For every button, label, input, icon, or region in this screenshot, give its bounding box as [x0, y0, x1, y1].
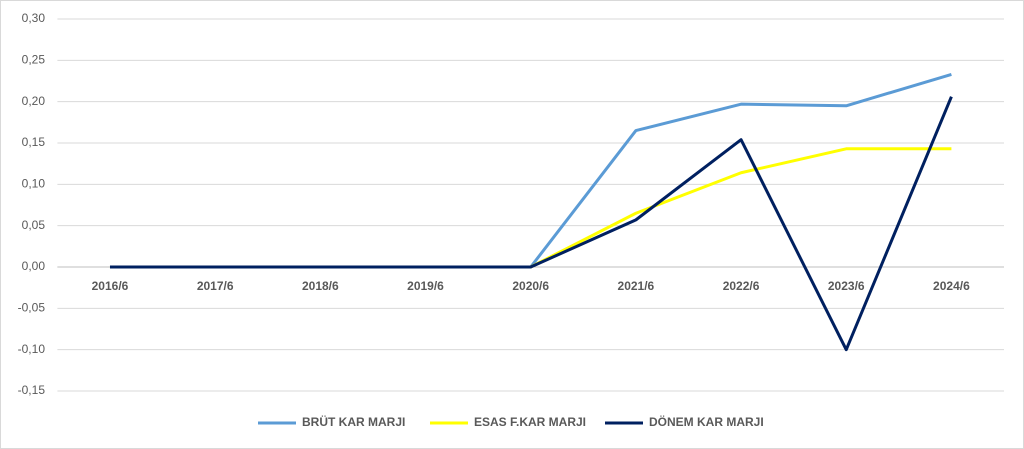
- y-tick-label: 0,10: [22, 177, 46, 191]
- y-tick-label: -0,10: [18, 342, 46, 356]
- legend-label: BRÜT KAR MARJI: [302, 414, 405, 429]
- x-tick-label: 2016/6: [92, 279, 129, 293]
- y-tick-label: 0,05: [22, 218, 46, 232]
- x-tick-label: 2018/6: [302, 279, 339, 293]
- y-tick-label: 0,25: [22, 53, 46, 67]
- x-tick-label: 2020/6: [512, 279, 549, 293]
- x-tick-label: 2024/6: [933, 279, 970, 293]
- x-tick-label: 2021/6: [618, 279, 655, 293]
- x-tick-label: 2019/6: [407, 279, 444, 293]
- legend-label: DÖNEM KAR MARJI: [649, 414, 764, 429]
- series-line: [109, 96, 953, 352]
- x-tick-label: 2023/6: [828, 279, 865, 293]
- y-tick-label: 0,30: [22, 11, 46, 25]
- y-tick-label: -0,15: [18, 383, 46, 397]
- legend-label: ESAS F.KAR MARJI: [474, 415, 586, 429]
- y-tick-label: -0,05: [18, 301, 46, 315]
- y-tick-label: 0,00: [22, 259, 46, 273]
- y-tick-label: 0,15: [22, 135, 46, 149]
- x-tick-label: 2022/6: [723, 279, 760, 293]
- y-tick-label: 0,20: [22, 94, 46, 108]
- x-tick-label: 2017/6: [197, 279, 234, 293]
